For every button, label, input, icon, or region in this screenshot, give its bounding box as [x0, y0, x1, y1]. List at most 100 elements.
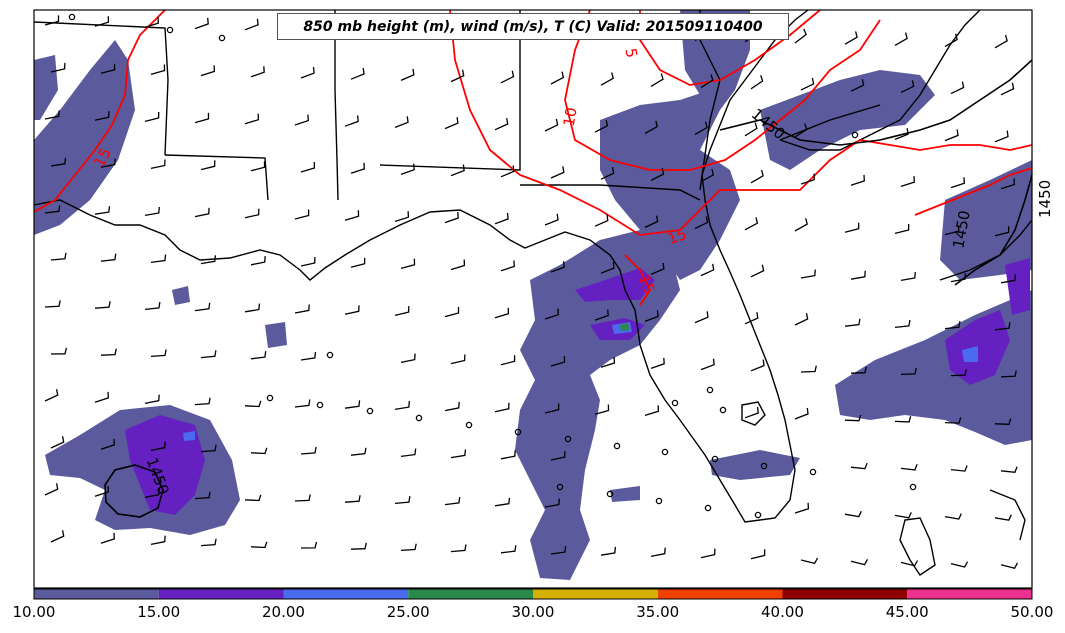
wind-barb — [150, 159, 166, 170]
wind-barb — [244, 208, 260, 219]
calm-circle — [706, 386, 714, 394]
island-bahamas-2 — [989, 489, 1026, 541]
wind-barb — [400, 353, 416, 364]
wind-barb — [600, 356, 616, 368]
wind-barb — [794, 218, 808, 232]
border-nc-sc — [779, 104, 881, 141]
wind-barb — [600, 167, 615, 180]
wind-barb — [250, 351, 267, 360]
wind-barb — [200, 444, 217, 453]
h-contour-east — [954, 174, 1032, 286]
wind-barb — [544, 213, 559, 226]
wind-barb — [594, 309, 609, 321]
wind-barb — [500, 165, 515, 178]
calm-circle — [366, 407, 374, 415]
wind-barb — [944, 129, 959, 142]
colorbar-segment — [283, 589, 409, 599]
wind-barb — [900, 464, 918, 471]
colorbar-tick-label: 25.00 — [387, 603, 430, 621]
wind-barb — [500, 260, 515, 272]
calm-circle — [760, 462, 768, 470]
wind-barb — [694, 121, 708, 136]
wind-barb — [544, 498, 560, 508]
wind-barb — [550, 166, 565, 179]
wind-barb — [550, 71, 565, 85]
wind-barb — [250, 447, 268, 455]
wind-barb — [450, 354, 466, 365]
wind-barb — [144, 111, 160, 123]
wind-barb — [50, 157, 67, 167]
wind-barb — [550, 546, 567, 555]
wind-barb — [294, 304, 310, 314]
wind-barb — [94, 301, 111, 309]
wind-barb — [900, 80, 915, 93]
wind-barb — [700, 74, 714, 89]
wind-barb — [194, 112, 210, 124]
wind-barb — [950, 465, 968, 472]
shade-region-florida-south — [710, 450, 800, 480]
lake-okeechobee — [741, 401, 766, 426]
wind-barb — [250, 256, 266, 266]
wind-barb — [50, 436, 65, 449]
wind-barb — [650, 262, 665, 275]
wind-barb — [844, 414, 862, 422]
wind-barb — [300, 446, 317, 455]
wind-barb — [50, 530, 65, 543]
wind-barb — [850, 270, 866, 280]
wind-barb — [194, 207, 210, 218]
wind-barb — [894, 416, 912, 423]
wind-barb — [650, 547, 666, 558]
wind-barb — [144, 301, 161, 311]
wind-barb — [144, 206, 160, 217]
wind-barb — [344, 495, 361, 503]
wind-barb — [244, 18, 259, 31]
colorbar-tick-label: 10.00 — [13, 603, 56, 621]
wind-barb — [550, 356, 566, 367]
wind-barb — [1000, 82, 1015, 96]
wind-barb — [844, 318, 861, 327]
wind-barb — [344, 305, 360, 315]
wind-barb — [894, 223, 910, 235]
wind-barb — [200, 255, 217, 265]
shade-core-central — [575, 268, 655, 302]
wind-barb — [700, 548, 716, 559]
wind-barb — [950, 273, 966, 283]
calm-circle — [514, 428, 522, 436]
shade-region-east — [940, 160, 1032, 280]
wind-barb — [394, 495, 411, 505]
wind-barb — [800, 557, 819, 565]
height-contours — [104, 59, 1032, 518]
wind-barb — [944, 33, 958, 48]
wind-barb — [700, 358, 715, 371]
wind-barb — [544, 118, 559, 132]
wind-barb — [50, 347, 68, 355]
shade-peak-storm — [183, 431, 195, 441]
t-label-central: 10 — [560, 106, 581, 128]
wind-barb — [294, 399, 311, 408]
wind-barb — [250, 66, 265, 78]
calm-circle — [564, 435, 572, 443]
wind-barb — [700, 168, 715, 183]
wind-barb — [644, 120, 658, 134]
wind-speed-shading-25 — [620, 323, 629, 331]
calm-circle — [613, 442, 621, 450]
wind-barb — [350, 447, 367, 456]
wind-barb — [594, 119, 609, 133]
wind-barb — [400, 258, 416, 270]
wind-barb — [200, 65, 216, 77]
wind-barb — [750, 264, 765, 278]
wind-barb — [500, 545, 517, 554]
wind-barb — [144, 488, 160, 499]
wind-barb — [994, 226, 1010, 237]
texas-coast — [34, 10, 809, 523]
calm-circle — [704, 504, 712, 512]
wind-barb — [294, 209, 310, 220]
island-bahamas — [899, 517, 936, 576]
wind-barb — [244, 113, 260, 125]
wind-barb — [450, 449, 467, 459]
wind-barb — [300, 256, 316, 267]
wind-barb — [300, 67, 315, 79]
wind-barb — [444, 212, 459, 224]
h-contour-storm — [104, 464, 164, 518]
